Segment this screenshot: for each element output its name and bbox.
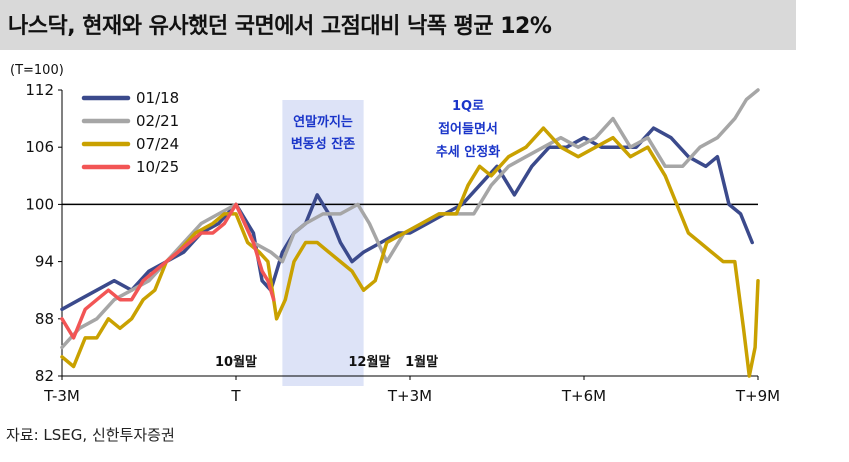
x-tick-label: T+3M <box>387 387 432 405</box>
y-tick-label: 88 <box>35 310 54 328</box>
legend-label: 01/18 <box>136 89 179 107</box>
x-tick-label: T-3M <box>43 387 80 405</box>
y-tick-label: 94 <box>35 253 54 271</box>
legend-label: 07/24 <box>136 135 179 153</box>
line-chart: 82 88 94 100 106 112 (T=100) T-3M T T+3M T+6M T+9M 연… <box>10 63 780 405</box>
x-tick-label: T+9M <box>735 387 780 405</box>
y-tick-label: 112 <box>25 81 54 99</box>
page-title: 나스닥, 현재와 유사했던 국면에서 고점대비 낙폭 평균 12% <box>8 14 552 39</box>
shaded-region-label: 변동성 잔존 <box>291 136 355 152</box>
shaded-region <box>282 100 364 386</box>
legend-label: 02/21 <box>136 112 179 130</box>
title-bar: 나스닥, 현재와 유사했던 국면에서 고점대비 낙폭 평균 12% <box>0 0 796 50</box>
source-note: 자료: LSEG, 신한투자증권 <box>6 426 175 444</box>
trend-note: 접어들면서 <box>438 121 498 137</box>
shaded-region-label: 연말까지는 <box>293 115 353 130</box>
y-tick-label: 100 <box>25 195 54 213</box>
y-tick-label: 106 <box>25 138 54 156</box>
series-line-01-18 <box>60 126 754 312</box>
month-annotation: 10월말 <box>215 354 257 370</box>
x-tick-label: T+6M <box>561 387 606 405</box>
legend-label: 10/25 <box>136 158 179 176</box>
unit-label: (T=100) <box>10 63 64 78</box>
y-tick-label: 82 <box>35 367 54 385</box>
series-line-10-25 <box>60 202 276 340</box>
trend-note: 추세 안정화 <box>436 144 500 160</box>
month-annotation: 1월말 <box>405 354 438 370</box>
trend-note: 1Q로 <box>452 99 484 114</box>
x-tick-label: T <box>230 387 241 405</box>
month-annotation: 12월말 <box>348 354 390 370</box>
